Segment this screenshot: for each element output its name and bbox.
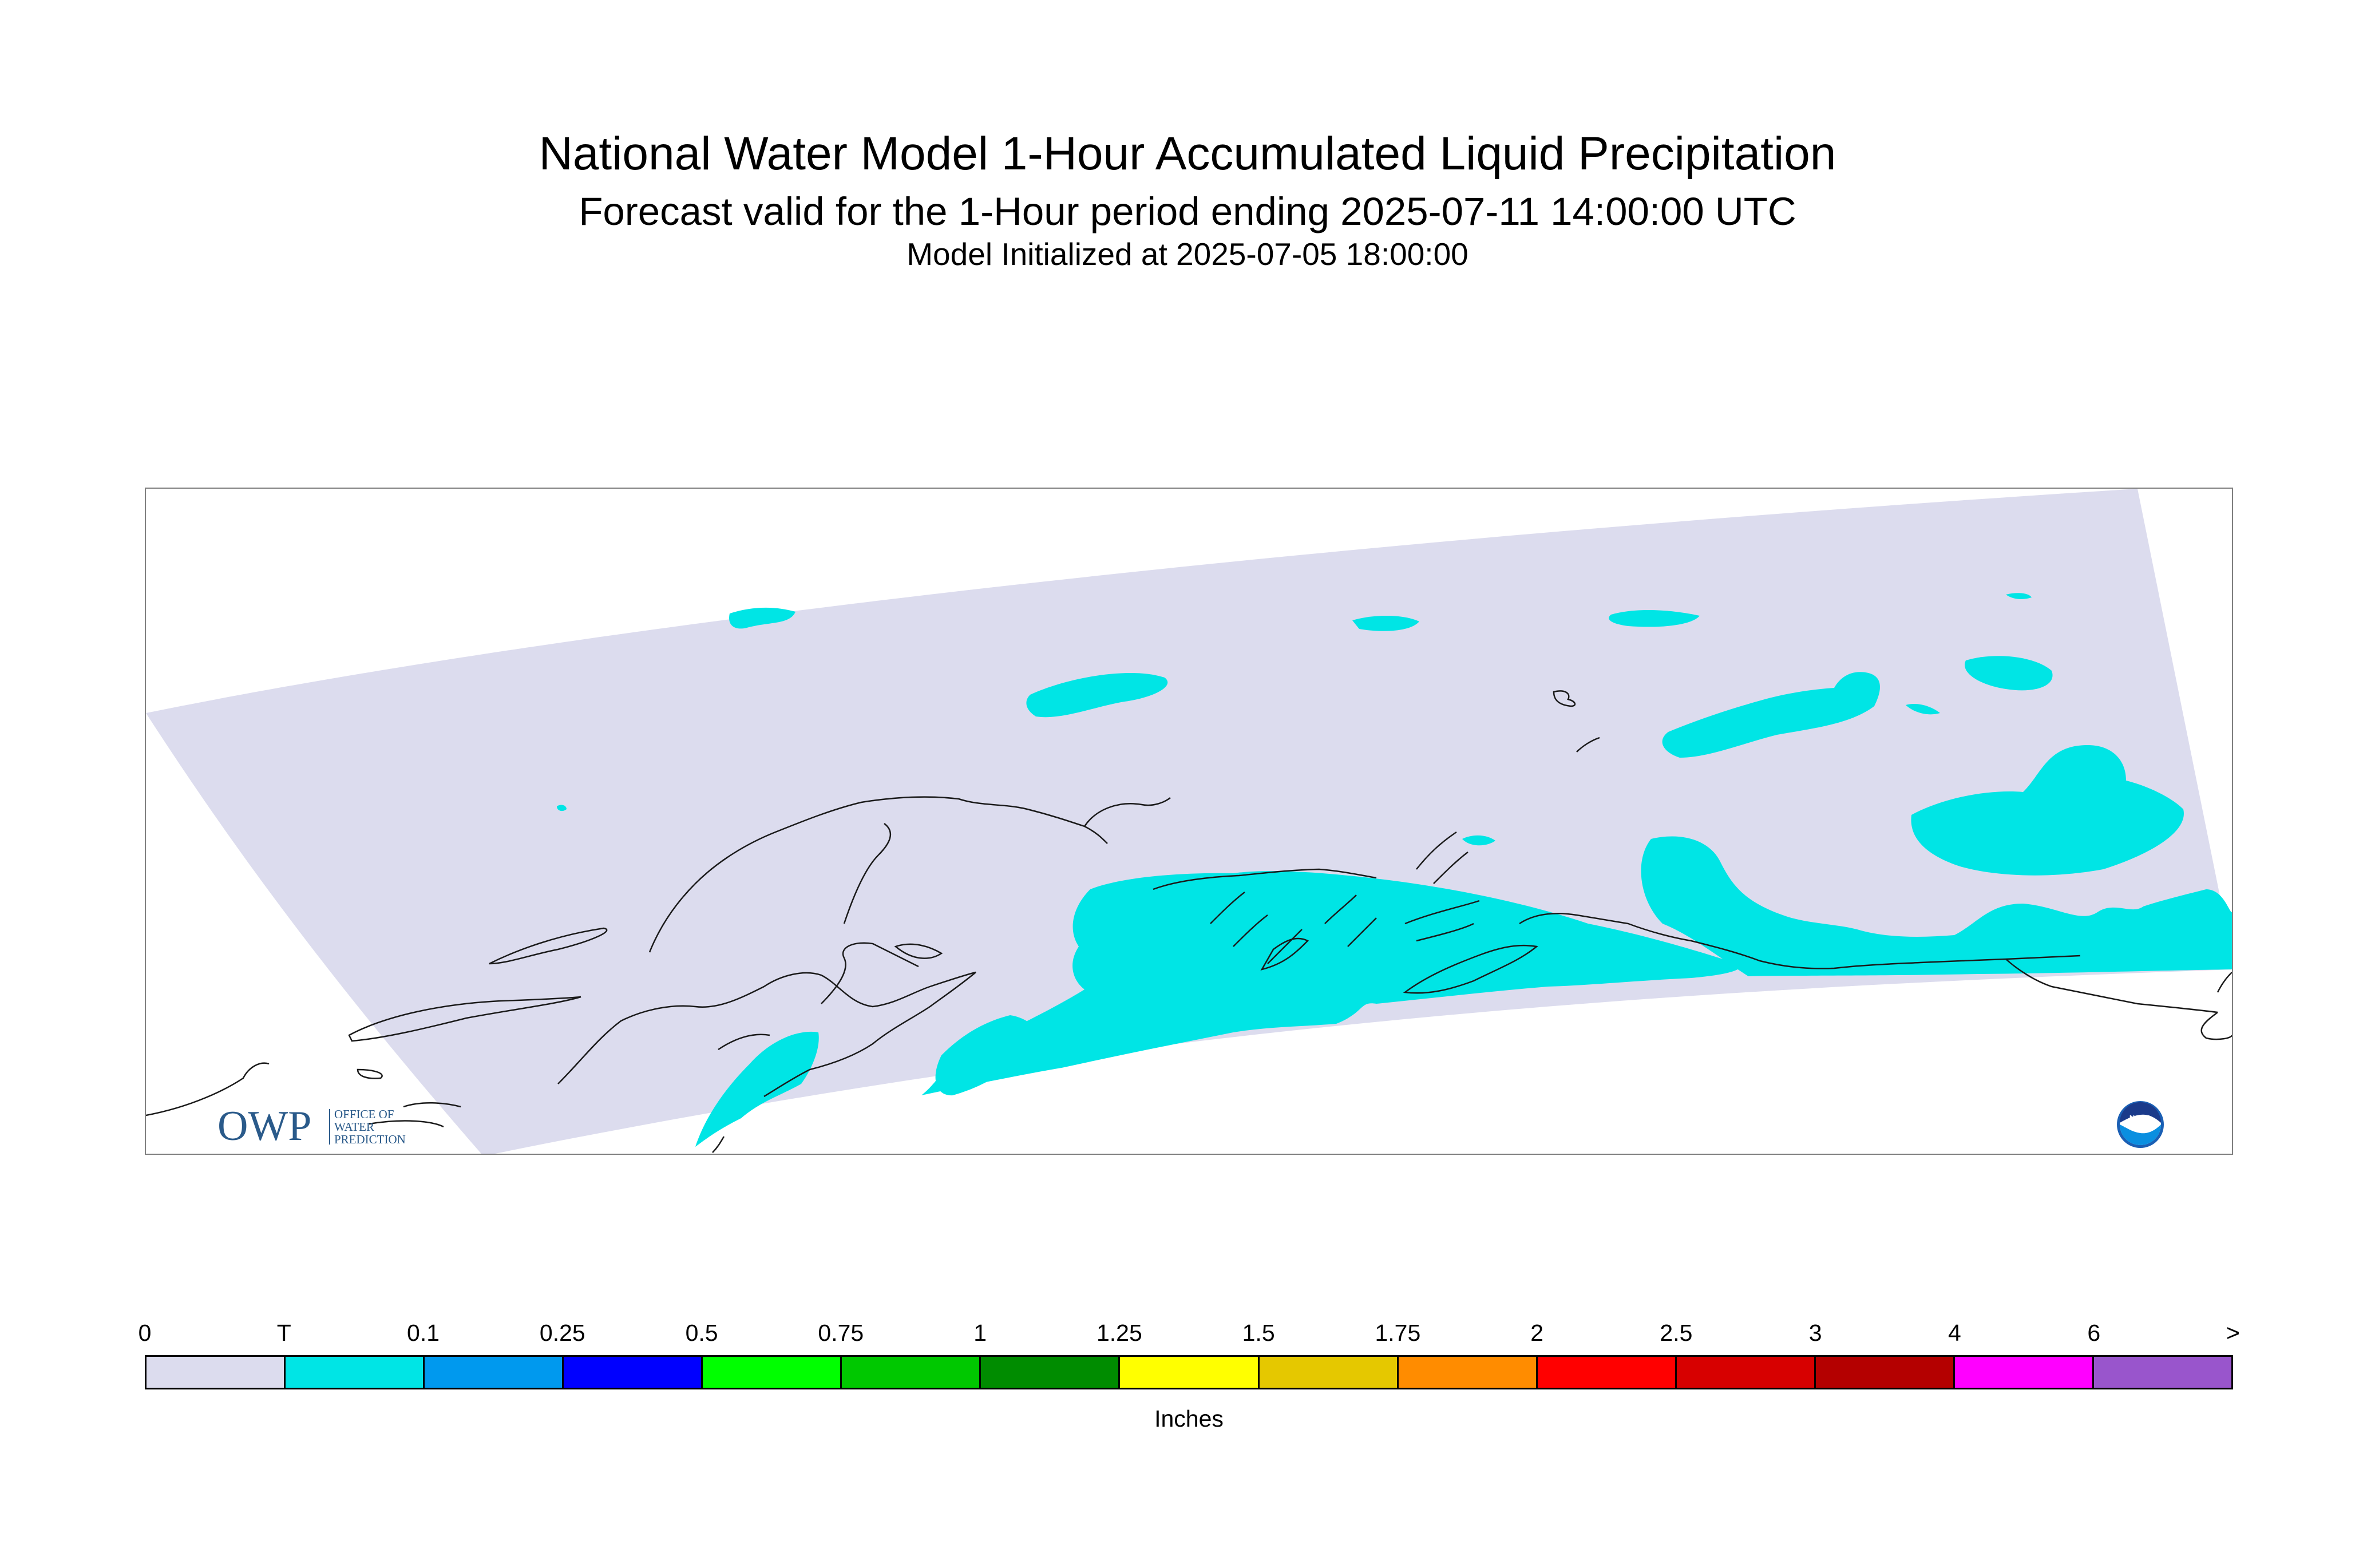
precip-area bbox=[1662, 672, 1880, 758]
coastlines bbox=[146, 690, 2232, 1153]
legend-swatch bbox=[1537, 1357, 1677, 1388]
legend-swatch bbox=[1259, 1357, 1399, 1388]
legend-swatch bbox=[286, 1357, 425, 1388]
legend-tick-label: 3 bbox=[1808, 1320, 1822, 1346]
legend-swatch bbox=[1398, 1357, 1538, 1388]
owp-logo-text: OWP bbox=[217, 1104, 311, 1150]
legend-unit-label: Inches bbox=[1154, 1405, 1224, 1432]
coastline bbox=[1576, 737, 1600, 753]
coastline bbox=[146, 1062, 270, 1116]
precip-area bbox=[695, 1031, 819, 1147]
coastline bbox=[894, 943, 943, 959]
coastline bbox=[1324, 894, 1377, 947]
legend-tick-label: 2.5 bbox=[1660, 1320, 1693, 1346]
precipitation-areas bbox=[557, 593, 2232, 1147]
map-subtitle: Forecast valid for the 1-Hour period end… bbox=[579, 189, 1796, 233]
precip-area bbox=[2006, 593, 2032, 599]
owp-logo: OWP OFFICE OF WATER PREDICTION bbox=[217, 1103, 423, 1153]
coastline bbox=[712, 1136, 725, 1153]
legend-tick-label: > bbox=[2226, 1320, 2240, 1346]
legend-swatch bbox=[981, 1357, 1121, 1388]
precip-area bbox=[921, 871, 1740, 1095]
legend-swatch bbox=[1676, 1357, 1816, 1388]
precip-area bbox=[1352, 615, 1419, 631]
model-init-time: Model Initialized at 2025-07-05 18:00:00 bbox=[907, 236, 1468, 272]
coastline bbox=[1403, 944, 1538, 994]
legend-swatch bbox=[1120, 1357, 1260, 1388]
legend-tick-label: 0.5 bbox=[685, 1320, 718, 1346]
legend-tick-label: 1.5 bbox=[1242, 1320, 1275, 1346]
precipitation-map bbox=[146, 489, 2232, 1154]
owp-logo-line-1: OFFICE OF bbox=[334, 1107, 394, 1121]
legend-tick-label: 0.25 bbox=[539, 1320, 585, 1346]
legend-swatch bbox=[425, 1357, 564, 1388]
legend-swatch bbox=[1954, 1357, 2094, 1388]
precip-area bbox=[1965, 656, 2053, 691]
precip-area bbox=[935, 1015, 1039, 1096]
coastline bbox=[403, 1102, 461, 1108]
legend-swatch bbox=[147, 1357, 286, 1388]
coastline bbox=[1553, 690, 1576, 707]
coastline bbox=[1519, 913, 2081, 969]
coastline bbox=[2200, 1012, 2232, 1040]
legend-tick-label: 0.1 bbox=[407, 1320, 440, 1346]
coastline bbox=[2005, 959, 2218, 1013]
noaa-logo-mark: NOAA bbox=[2117, 1101, 2164, 1148]
precip-area bbox=[1609, 609, 1700, 627]
coastline bbox=[557, 971, 976, 1098]
precipitation-legend: 0 T 0.1 0.25 0.5 0.75 1 1.25 1.5 1.75 2 2.5 3 4 6 > Inc… bbox=[138, 1320, 2240, 1446]
coastline bbox=[2216, 972, 2232, 993]
coastline bbox=[1083, 797, 1171, 827]
model-domain bbox=[146, 489, 2232, 1154]
owp-logo-mark: OWP OFFICE OF WATER PREDICTION bbox=[217, 1103, 406, 1150]
legend-swatch bbox=[842, 1357, 981, 1388]
legend-swatch bbox=[564, 1357, 703, 1388]
owp-logo-line-2: WATER bbox=[334, 1120, 374, 1134]
coastline bbox=[348, 996, 581, 1042]
coastline bbox=[821, 942, 919, 1004]
coastline bbox=[1404, 900, 1480, 942]
legend-tick-label: T bbox=[276, 1320, 291, 1346]
legend-tick-label: 2 bbox=[1530, 1320, 1544, 1346]
precip-area bbox=[1906, 703, 1940, 715]
legend-swatch bbox=[703, 1357, 842, 1388]
coastline bbox=[369, 1120, 444, 1128]
coastline bbox=[1153, 868, 1377, 890]
legend-tick-label: 6 bbox=[2087, 1320, 2101, 1346]
legend-swatch bbox=[2093, 1357, 2231, 1388]
legend-tick-label: 1.75 bbox=[1375, 1320, 1421, 1346]
legend-color-bar bbox=[145, 1355, 2233, 1389]
legend-swatch bbox=[1815, 1357, 1955, 1388]
coastline bbox=[489, 927, 608, 965]
legend-tick-label: 4 bbox=[1948, 1320, 1961, 1346]
legend-tick-label: 0 bbox=[138, 1320, 152, 1346]
coastline bbox=[1260, 937, 1309, 971]
map-title: National Water Model 1-Hour Accumulated … bbox=[539, 128, 1836, 180]
owp-logo-line-3: PREDICTION bbox=[334, 1133, 406, 1146]
legend-tick-label: 0.75 bbox=[818, 1320, 864, 1346]
precip-area bbox=[557, 805, 567, 811]
coastline bbox=[718, 1034, 770, 1051]
noaa-logo: NOAA bbox=[2116, 1100, 2165, 1152]
precip-area bbox=[1026, 672, 1168, 718]
precip-area bbox=[1462, 835, 1495, 846]
precip-area bbox=[729, 607, 795, 629]
legend-tick-label: 1.25 bbox=[1096, 1320, 1142, 1346]
coastline bbox=[648, 796, 1108, 953]
coastline bbox=[357, 1068, 383, 1079]
precip-area bbox=[1641, 836, 2232, 976]
coastline bbox=[843, 823, 891, 924]
precip-area bbox=[1911, 745, 2184, 876]
map-panel bbox=[145, 488, 2233, 1155]
coastline bbox=[1210, 892, 1303, 964]
coastline bbox=[1416, 831, 1468, 884]
noaa-logo-text: NOAA bbox=[2129, 1114, 2152, 1122]
legend-tick-label: 1 bbox=[973, 1320, 987, 1346]
